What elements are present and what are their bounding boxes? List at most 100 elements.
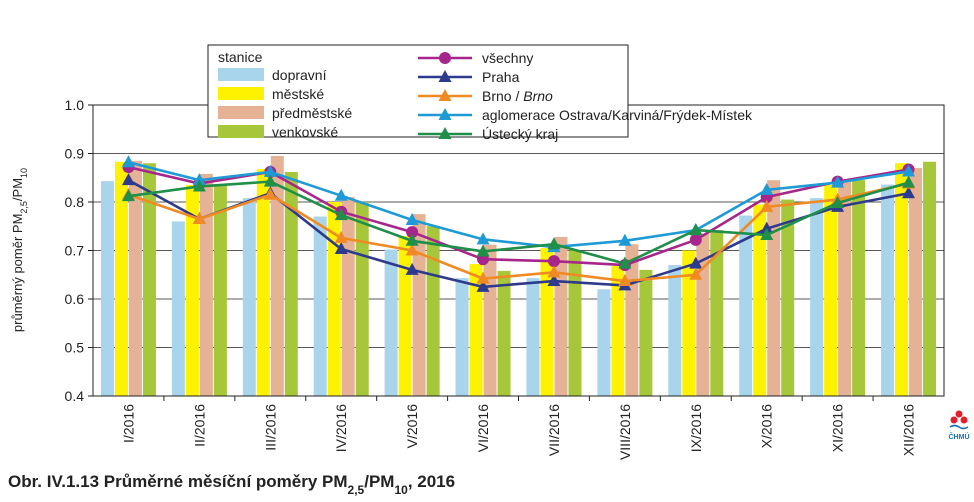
y-tick-label: 0.9 xyxy=(65,146,85,162)
chmu-logo: ČHMÚ xyxy=(949,410,970,441)
bar-venkovske xyxy=(497,270,511,396)
x-tick-label: VII/2016 xyxy=(546,404,562,456)
bar-mestske xyxy=(753,204,767,396)
bar-venkovske xyxy=(852,180,866,396)
point-brno-brno xyxy=(689,267,703,280)
bar-venkovske xyxy=(426,226,440,396)
bar-dopravni xyxy=(384,249,398,396)
figure-caption: Obr. IV.1.13 Průměrné měsíční poměry PM2… xyxy=(8,472,455,497)
x-tick-label: VIII/2016 xyxy=(617,404,633,460)
point-ustecky-kraj xyxy=(476,244,490,257)
legend-swatch-venkovske xyxy=(218,125,264,138)
point-aglomerace-ostrava-karvina-frydek-mistek xyxy=(476,232,490,245)
x-tick-label: XII/2016 xyxy=(901,404,917,456)
line-brno-brno xyxy=(128,182,909,283)
bar-mestske xyxy=(611,266,625,396)
bar-dopravni xyxy=(881,184,895,396)
y-tick-label: 0.7 xyxy=(65,243,85,259)
bar-dopravni xyxy=(739,215,753,396)
logo-dot-top-icon xyxy=(955,410,963,418)
bar-dopravni xyxy=(668,265,682,396)
legend-label-ustecky-kraj: Ústecký kraj xyxy=(482,126,558,142)
bar-dopravni xyxy=(455,278,469,396)
legend-bar-entries: dopravní městské předměstské venkovské xyxy=(218,67,352,140)
point-ustecky-kraj xyxy=(618,256,632,269)
bar-venkovske xyxy=(710,230,724,396)
legend-marker-aglomerace-ostrava-karvina-frydek-mistek xyxy=(438,108,452,120)
point-praha xyxy=(760,221,774,234)
point-brno-brno xyxy=(334,230,348,243)
x-tick-label: I/2016 xyxy=(120,404,136,443)
point-brno-brno xyxy=(618,274,632,287)
bar-predmestske xyxy=(483,244,497,396)
legend-swatch-dopravni xyxy=(218,68,264,81)
bar-venkovske xyxy=(284,171,298,396)
legend-marker-vsechny xyxy=(439,52,451,64)
y-axis-label: průměrný poměr PM2,5/PM10 xyxy=(10,168,29,332)
bar-dopravni xyxy=(597,289,611,396)
y-tick-label: 0.5 xyxy=(65,340,85,356)
bar-dopravni xyxy=(100,181,114,396)
legend-line-entries: všechny Praha Brno / Brno aglomerace Ostrav… xyxy=(418,50,753,142)
bar-predmestske xyxy=(909,168,923,396)
bar-mestske xyxy=(398,235,412,396)
legend-label-praha: Praha xyxy=(482,69,520,85)
point-aglomerace-ostrava-karvina-frydek-mistek xyxy=(192,173,206,186)
point-brno-brno xyxy=(192,211,206,224)
bar-mestske xyxy=(895,163,909,396)
bar-dopravni xyxy=(313,216,327,396)
x-tick-label: IV/2016 xyxy=(333,404,349,452)
bar-mestske xyxy=(114,161,128,396)
point-praha xyxy=(334,242,348,255)
point-ustecky-kraj xyxy=(405,233,419,246)
legend-label-dopravni: dopravní xyxy=(272,67,327,83)
bar-predmestske xyxy=(767,180,781,396)
line-ustecky-kraj xyxy=(128,180,909,265)
x-tick-label: X/2016 xyxy=(759,404,775,449)
bar-venkovske xyxy=(568,250,582,396)
bar-mestske xyxy=(682,250,696,396)
axes-layer: 0.4 0.5 0.6 0.7 0.8 0.9 1.0 I/2016 II/2016 III/20… xyxy=(65,97,945,460)
point-ustecky-kraj xyxy=(121,189,135,202)
point-praha xyxy=(547,274,561,287)
x-tick-label: VI/2016 xyxy=(475,404,491,452)
point-aglomerace-ostrava-karvina-frydek-mistek xyxy=(618,233,632,246)
point-brno-brno xyxy=(476,271,490,284)
bar-dopravni xyxy=(810,198,824,396)
bar-venkovske xyxy=(781,199,795,396)
point-vsechny xyxy=(406,226,419,239)
legend-swatch-predmestske xyxy=(218,106,264,119)
bar-predmestske xyxy=(341,197,355,396)
point-aglomerace-ostrava-karvina-frydek-mistek xyxy=(334,188,348,201)
point-ustecky-kraj xyxy=(334,208,348,221)
point-ustecky-kraj xyxy=(760,227,774,240)
bar-mestske xyxy=(185,185,199,396)
point-praha xyxy=(902,186,916,199)
point-ustecky-kraj xyxy=(902,175,916,188)
bar-dopravni xyxy=(526,278,540,396)
point-brno-brno xyxy=(405,243,419,256)
legend-label-brno-brno: Brno / Brno xyxy=(482,88,553,104)
legend-label-vsechny: všechny xyxy=(482,50,533,66)
legend-label-predmestske: předměstské xyxy=(272,105,352,121)
logo-text: ČHMÚ xyxy=(949,432,970,441)
point-vsechny xyxy=(689,233,702,246)
legend-label-aglomerace-ostrava-karvina-frydek-mistek: aglomerace Ostrava/Karviná/Frýdek-Místek xyxy=(482,107,753,123)
y-tick-label: 1.0 xyxy=(65,97,85,113)
point-aglomerace-ostrava-karvina-frydek-mistek xyxy=(902,164,916,177)
legend: stanice dopravní městské předměstské venkov… xyxy=(207,44,753,142)
point-praha xyxy=(405,262,419,275)
point-aglomerace-ostrava-karvina-frydek-mistek xyxy=(760,182,774,195)
legend-bar-title: stanice xyxy=(218,49,263,65)
y-tick-label: 0.6 xyxy=(65,291,85,307)
bar-venkovske xyxy=(639,269,653,396)
point-vsechny xyxy=(547,255,560,268)
bar-predmestske xyxy=(696,233,710,396)
bar-predmestske xyxy=(128,160,142,396)
point-aglomerace-ostrava-karvina-frydek-mistek xyxy=(263,164,277,177)
bar-predmestske xyxy=(838,180,852,396)
y-tick-label: 0.4 xyxy=(65,388,85,404)
legend-marker-ustecky-kraj xyxy=(438,127,452,139)
